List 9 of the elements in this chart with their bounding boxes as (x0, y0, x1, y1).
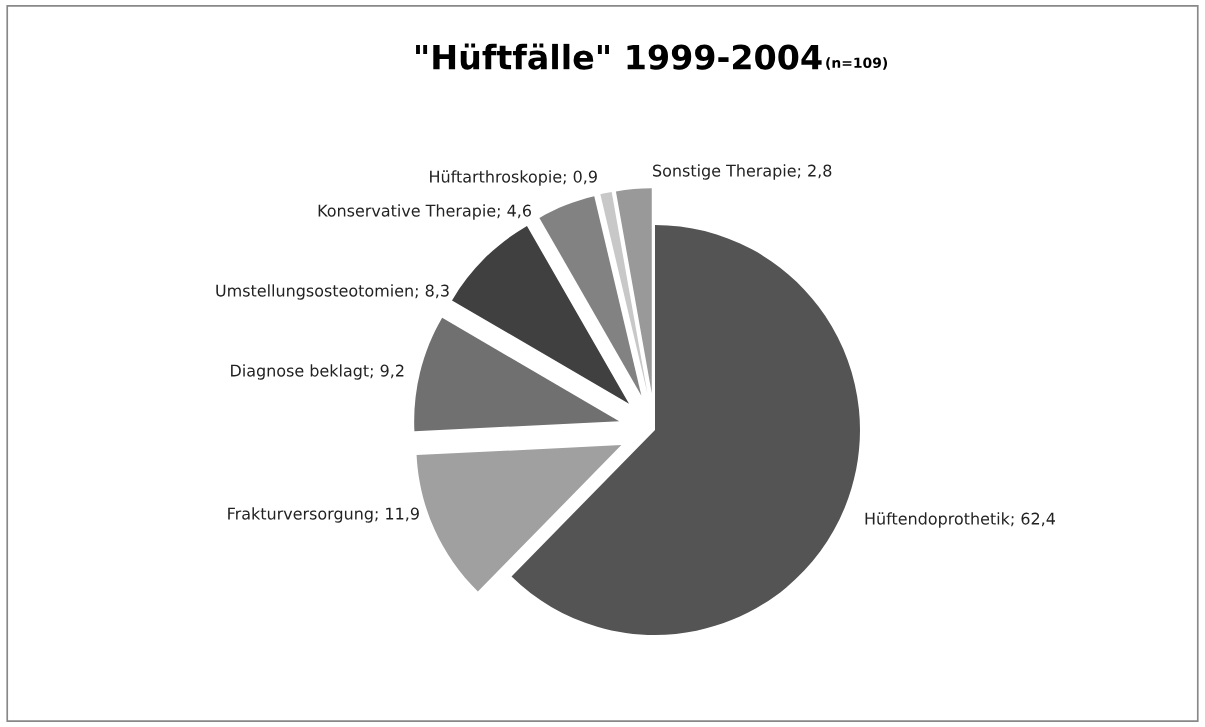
slice-label: Sonstige Therapie; 2,8 (653, 164, 832, 180)
slice-label: Frakturversorgung; 11,9 (228, 507, 419, 523)
slice-label: Hüftarthroskopie; 0,9 (430, 170, 597, 186)
slice-label: Umstellungsosteotomien; 8,3 (216, 284, 449, 300)
slice-label: Diagnose beklagt; 9,2 (231, 364, 404, 380)
slice-label: Hüftendoprothetik; 62,4 (865, 512, 1056, 528)
chart-subtitle: (n=109) (826, 57, 888, 70)
chart-title: "Hüftfälle" 1999-2004 (416, 43, 822, 70)
slice-label: Konservative Therapie; 4,6 (318, 204, 531, 220)
